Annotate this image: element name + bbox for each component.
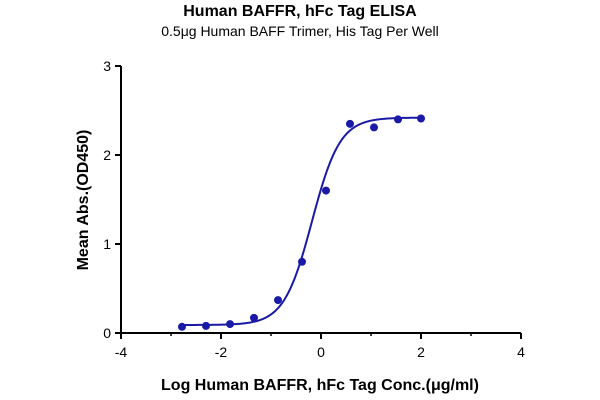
data-point xyxy=(274,296,282,305)
y-axis-title: Mean Abs.(OD450) xyxy=(75,130,92,271)
fit-curve-layer xyxy=(182,116,421,326)
chart-subtitle: 0.5μg Human BAFF Trimer, His Tag Per Wel… xyxy=(161,23,439,39)
y-tick-label: 2 xyxy=(103,147,111,163)
data-point xyxy=(250,313,258,322)
data-point xyxy=(178,322,186,331)
data-point xyxy=(226,320,234,329)
data-point xyxy=(346,119,354,128)
data-point xyxy=(394,115,402,124)
data-point xyxy=(322,186,330,195)
x-tick-label: -2 xyxy=(215,344,228,360)
x-tick-label: 0 xyxy=(317,344,325,360)
x-tick-label: -4 xyxy=(115,344,128,360)
data-point xyxy=(370,123,378,132)
x-axis-title: Log Human BAFFR, hFc Tag Conc.(μg/ml) xyxy=(161,377,479,394)
x-tick-label: 4 xyxy=(517,344,525,360)
y-tick-label: 3 xyxy=(103,58,111,74)
chart-title: Human BAFFR, hFc Tag ELISA xyxy=(183,3,417,20)
data-point xyxy=(202,321,210,330)
data-points xyxy=(178,114,425,331)
axes: -4 -2 0 2 4 0 1 2 3 xyxy=(103,58,525,360)
x-tick-label: 2 xyxy=(417,344,425,360)
fit-curve xyxy=(182,116,421,326)
y-tick-label: 0 xyxy=(103,325,111,341)
data-point xyxy=(298,257,306,266)
y-tick-label: 1 xyxy=(103,236,111,252)
data-point xyxy=(417,114,425,123)
